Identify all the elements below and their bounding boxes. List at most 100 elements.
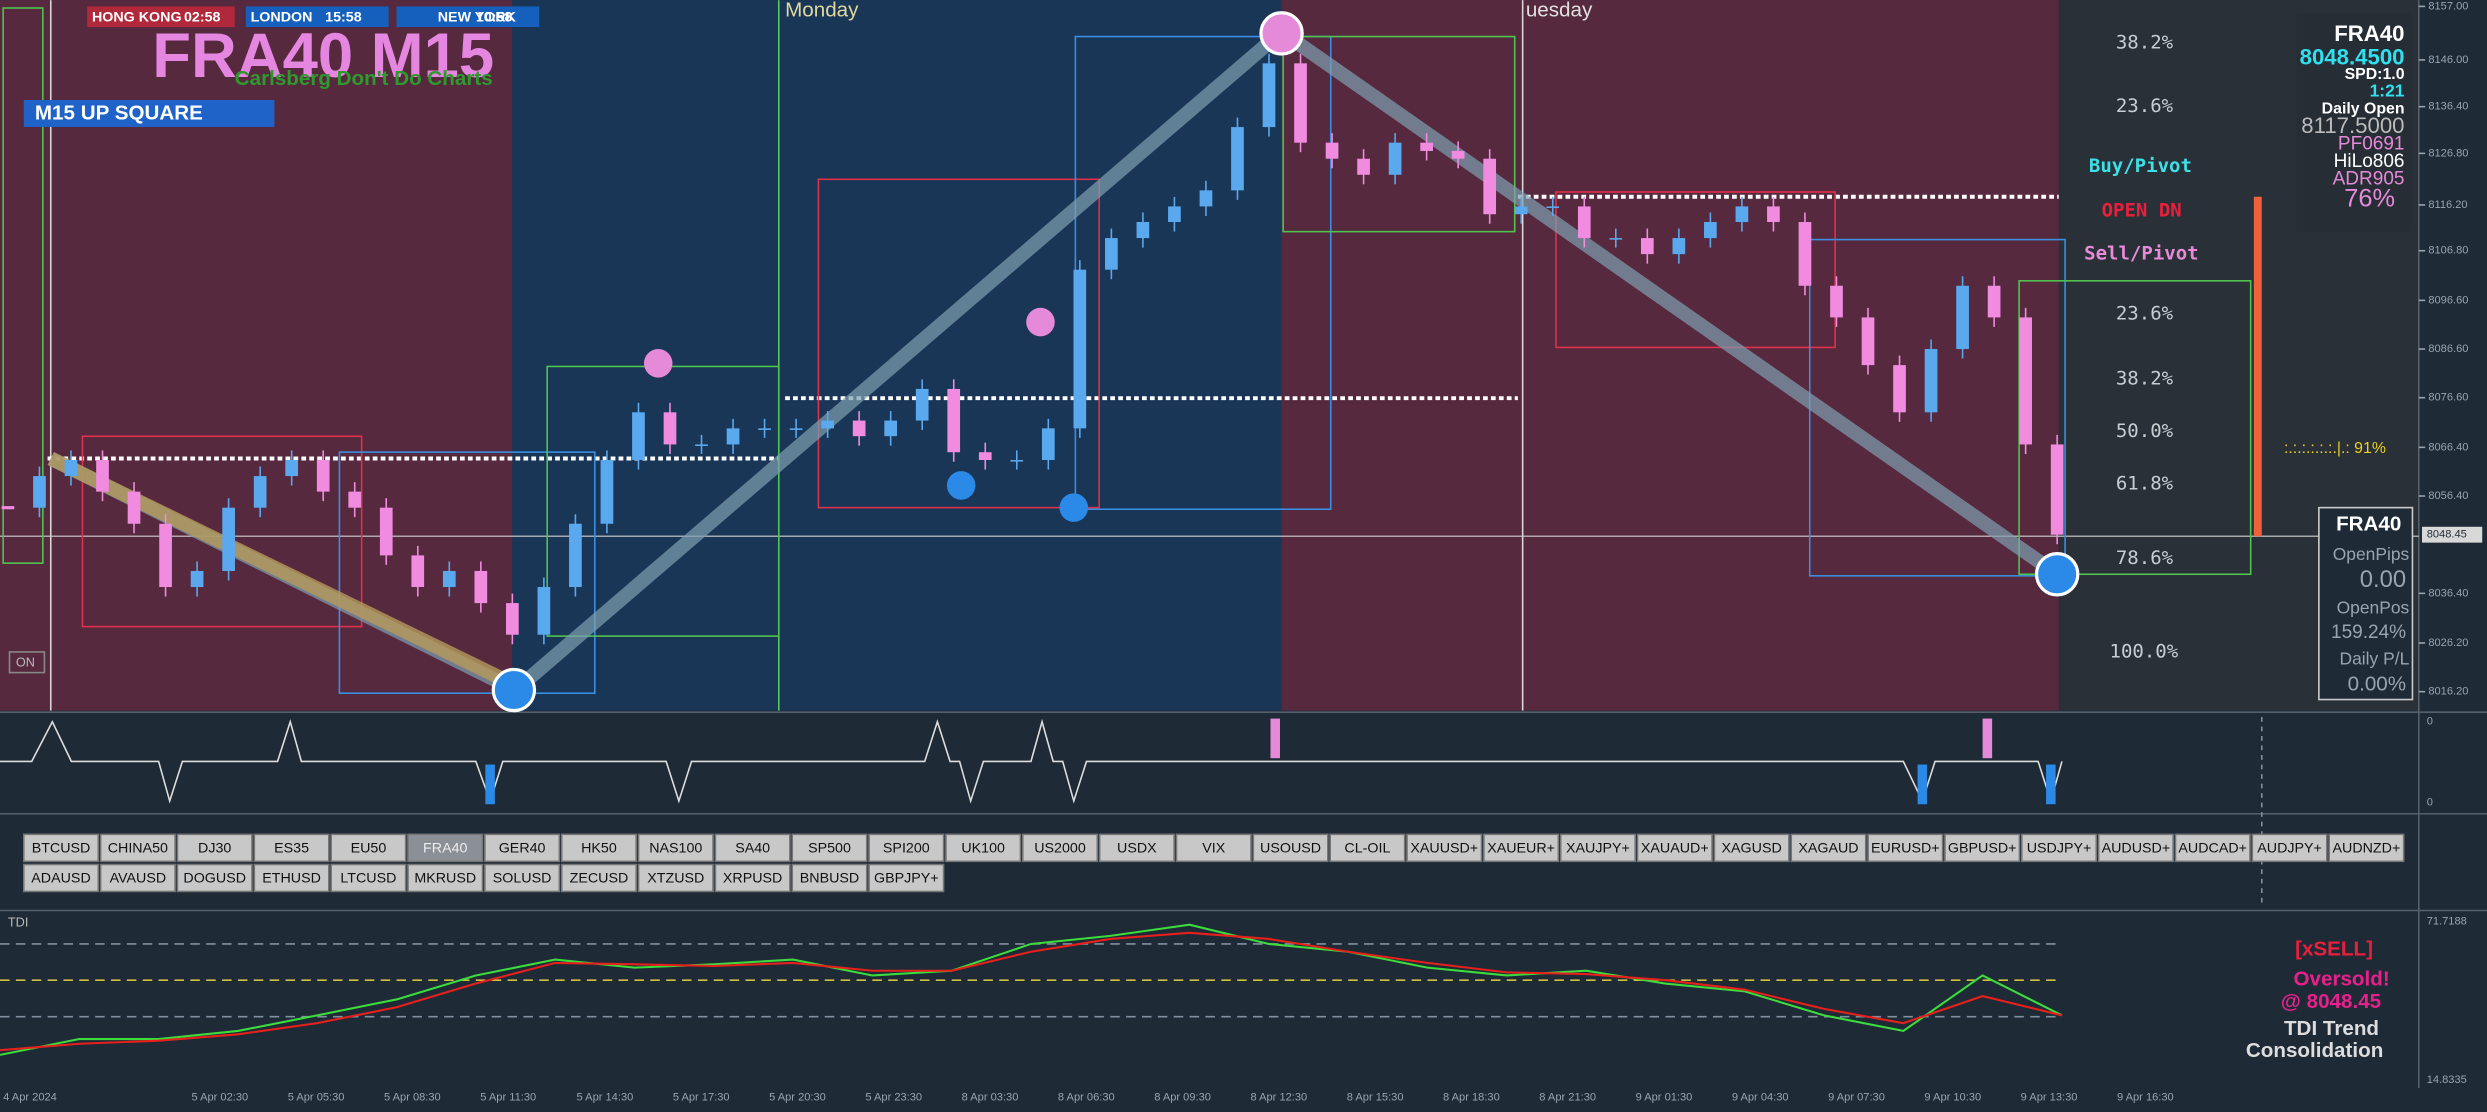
symbol-button[interactable] xyxy=(330,863,407,893)
x-tick-label: 8 Apr 06:30 xyxy=(1058,1092,1115,1104)
symbol-button[interactable] xyxy=(1944,833,2021,863)
symbol-button-label[interactable]: CL-OIL xyxy=(1344,840,1390,856)
session-name: LONDON xyxy=(251,9,313,25)
fib-label: OPEN DN xyxy=(2102,200,2182,222)
symbol-button[interactable] xyxy=(1175,833,1252,863)
symbol-button[interactable] xyxy=(407,863,484,893)
symbol-button-label[interactable]: HK50 xyxy=(581,840,617,856)
chart-subtitle: Carlsberg Don't Do Charts xyxy=(235,67,493,90)
symbol-button[interactable] xyxy=(1636,833,1713,863)
symbol-button-label[interactable]: VIX xyxy=(1202,840,1225,856)
symbol-button-label[interactable]: MKRUSD xyxy=(414,871,476,887)
symbol-button-label[interactable]: DJ30 xyxy=(198,840,231,856)
symbol-button-label[interactable]: SA40 xyxy=(735,840,770,856)
symbol-button-label[interactable]: LTCUSD xyxy=(340,871,396,887)
symbol-button[interactable] xyxy=(253,863,330,893)
symbol-button[interactable] xyxy=(407,833,484,863)
symbol-button-label[interactable]: ADAUSD xyxy=(31,871,90,887)
symbol-button-label[interactable]: USOUSD xyxy=(1260,840,1321,856)
symbol-button-label[interactable]: XAGAUD xyxy=(1798,840,1858,856)
y-tick-label: 8096.60 xyxy=(2428,294,2468,306)
symbol-button[interactable] xyxy=(2174,833,2251,863)
symbol-button-label[interactable]: BTCUSD xyxy=(32,840,91,856)
tdi-trend: Consolidation xyxy=(2246,1039,2383,1062)
symbol-button-label[interactable]: US2000 xyxy=(1034,840,1086,856)
symbol-button-label[interactable]: GBPJPY+ xyxy=(874,871,939,887)
symbol-button[interactable] xyxy=(945,833,1022,863)
symbol-button-label[interactable]: XRPUSD xyxy=(723,871,782,887)
symbol-button[interactable] xyxy=(868,833,945,863)
symbol-button-label[interactable]: ETHUSD xyxy=(262,871,321,887)
symbol-button-label[interactable]: XAUAUD+ xyxy=(1641,840,1709,856)
symbol-button-label[interactable]: ES35 xyxy=(274,840,309,856)
symbol-button-label[interactable]: UK100 xyxy=(961,840,1005,856)
symbol-button[interactable] xyxy=(637,863,714,893)
symbol-button-label[interactable]: BNBUSD xyxy=(800,871,859,887)
symbol-button[interactable] xyxy=(99,863,176,893)
symbol-button-label[interactable]: DOGUSD xyxy=(183,871,246,887)
symbol-button[interactable] xyxy=(1483,833,1560,863)
symbol-button[interactable] xyxy=(714,833,791,863)
symbol-button-label[interactable]: SOLUSD xyxy=(493,871,552,887)
symbol-button-label[interactable]: EU50 xyxy=(351,840,387,856)
symbol-button[interactable] xyxy=(1867,833,1944,863)
symbol-button[interactable] xyxy=(22,833,100,863)
candle xyxy=(569,523,582,588)
symbol-button[interactable] xyxy=(1022,833,1099,863)
symbol-button[interactable] xyxy=(714,863,791,893)
symbol-button-label[interactable]: AVAUSD xyxy=(110,871,167,887)
symbol-button[interactable] xyxy=(2097,833,2174,863)
symbol-button[interactable] xyxy=(1790,833,1867,863)
candle xyxy=(632,412,645,460)
symbol-button[interactable] xyxy=(2251,833,2328,863)
symbol-button-label[interactable]: USDX xyxy=(1117,840,1157,856)
symbol-button[interactable] xyxy=(484,863,561,893)
symbol-button-label[interactable]: XAUUSD+ xyxy=(1410,840,1478,856)
symbol-button[interactable] xyxy=(1406,833,1483,863)
candle xyxy=(1451,150,1465,159)
symbol-button[interactable] xyxy=(1329,833,1406,863)
symbol-button[interactable] xyxy=(1252,833,1329,863)
symbol-button-label[interactable]: FRA40 xyxy=(423,840,467,856)
symbol-button-label[interactable]: GER40 xyxy=(499,840,546,856)
symbol-button-label[interactable]: XAGUSD xyxy=(1722,840,1782,856)
candle xyxy=(1798,222,1812,286)
symbol-button[interactable] xyxy=(1559,833,1636,863)
symbol-button[interactable] xyxy=(176,863,253,893)
range-box xyxy=(817,178,1100,509)
symbol-button[interactable] xyxy=(22,863,100,893)
symbol-button[interactable] xyxy=(99,833,176,863)
symbol-button-label[interactable]: XAUJPY+ xyxy=(1566,840,1630,856)
symbol-button-label[interactable]: EURUSD+ xyxy=(1871,840,1940,856)
symbol-button-label[interactable]: XTZUSD xyxy=(647,871,704,887)
symbol-button[interactable] xyxy=(2328,833,2405,863)
symbol-button-label[interactable]: ZECUSD xyxy=(570,871,629,887)
symbol-button[interactable] xyxy=(253,833,330,863)
symbol-button-label[interactable]: GBPUSD+ xyxy=(1948,840,2017,856)
symbol-button-label[interactable]: XAUEUR+ xyxy=(1487,840,1555,856)
buy-marker xyxy=(2034,552,2080,597)
symbol-button[interactable] xyxy=(330,833,407,863)
symbol-button[interactable] xyxy=(2021,833,2098,863)
symbol-button-label[interactable]: AUDCAD+ xyxy=(2178,840,2247,856)
symbol-button-label[interactable]: AUDJPY+ xyxy=(2257,840,2322,856)
symbol-button-label[interactable]: NAS100 xyxy=(649,840,702,856)
symbol-button-label[interactable]: SPI200 xyxy=(883,840,930,856)
symbol-button[interactable] xyxy=(1098,833,1175,863)
symbol-button[interactable] xyxy=(791,863,868,893)
symbol-button-label[interactable]: AUDUSD+ xyxy=(2102,840,2171,856)
symbol-button[interactable] xyxy=(868,863,945,893)
symbol-button-label[interactable]: AUDNZD+ xyxy=(2333,840,2401,856)
symbol-button-label[interactable]: CHINA50 xyxy=(108,840,168,856)
symbol-button[interactable] xyxy=(1713,833,1790,863)
symbol-button[interactable] xyxy=(560,863,637,893)
symbol-button[interactable] xyxy=(560,833,637,863)
day-label: uesday xyxy=(1526,0,1593,22)
signal-spike xyxy=(1270,718,1280,759)
symbol-button[interactable] xyxy=(637,833,714,863)
symbol-button-label[interactable]: SP500 xyxy=(808,840,851,856)
symbol-button[interactable] xyxy=(791,833,868,863)
symbol-button[interactable] xyxy=(176,833,253,863)
symbol-button-label[interactable]: USDJPY+ xyxy=(2027,840,2092,856)
symbol-button[interactable] xyxy=(484,833,561,863)
